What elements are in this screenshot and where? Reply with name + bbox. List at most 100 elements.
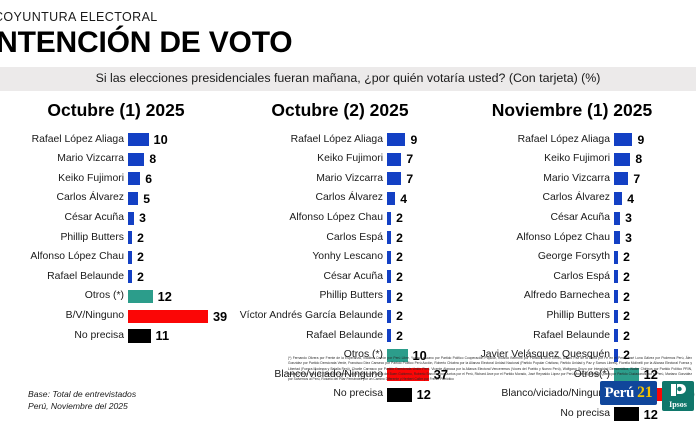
bar-candidate — [387, 192, 396, 206]
bar-value: 10 — [412, 347, 427, 363]
ipsos-wordmark: Ipsos — [669, 400, 687, 409]
bar-label: Phillip Butters — [546, 309, 610, 321]
bar-label: Otros (*) — [343, 349, 383, 361]
bar-row: Rafael Belaunde 2 — [232, 326, 448, 346]
bar-row: Alfonso López Chau 2 — [0, 248, 232, 268]
bar-value: 2 — [623, 348, 630, 363]
bar-label: Carlos Álvarez — [315, 192, 383, 204]
bar-otros — [128, 290, 153, 304]
bar-candidate — [128, 231, 133, 245]
bar-candidate — [387, 133, 406, 147]
bar-value: 9 — [410, 132, 418, 147]
bar-candidate — [128, 172, 141, 186]
bar-row: Mario Vizcarra 7 — [232, 169, 448, 189]
bar-label: Blanco/viciado/Ninguno — [501, 388, 610, 400]
bar-value: 7 — [406, 152, 414, 167]
bar-value: 6 — [145, 171, 153, 186]
bar-label: Rafael López Aliaga — [31, 133, 124, 145]
bar-value: 2 — [137, 230, 144, 245]
bar-candidate — [387, 250, 392, 264]
bar-value: 2 — [137, 269, 144, 284]
bar-candidate — [387, 270, 392, 284]
kicker-label: COYUNTURA ELECTORAL — [0, 10, 158, 24]
bar-value: 10 — [153, 132, 168, 148]
bar-row: Carlos Álvarez 4 — [448, 189, 696, 209]
bar-row: Mario Vizcarra 7 — [448, 169, 696, 189]
bar-candidate — [614, 250, 619, 264]
bar-row: Rafael López Aliaga 10 — [0, 130, 232, 150]
bar-value: 37 — [433, 367, 448, 383]
question-band — [0, 67, 696, 91]
bar-candidate — [387, 309, 392, 323]
bar-track: 2 — [614, 309, 696, 323]
bar-value: 39 — [212, 308, 228, 324]
bar-track: 2 — [387, 309, 448, 323]
bar-label: Rafael López Aliaga — [517, 133, 610, 145]
bar-candidate — [614, 231, 621, 245]
bar-label: Phillip Butters — [60, 231, 124, 243]
bar-track: 11 — [128, 328, 232, 343]
bar-track: 10 — [387, 348, 448, 363]
bar-candidate — [387, 231, 392, 245]
bar-label: George Forsyth — [537, 251, 610, 263]
bar-candidate — [614, 211, 621, 225]
bar-label: Mario Vizcarra — [543, 172, 610, 184]
panel-title: Octubre (2) 2025 — [271, 100, 409, 120]
bar-row: Keiko Fujimori 6 — [0, 169, 232, 189]
bar-row: César Acuña 2 — [232, 267, 448, 287]
bar-track: 2 — [387, 329, 448, 343]
bar-label: Keiko Fujimori — [317, 153, 383, 165]
ipsos-logo: Ipsos — [662, 381, 694, 411]
bar-label: Keiko Fujimori — [58, 172, 124, 184]
panel-title: Octubre (1) 2025 — [47, 100, 185, 120]
bar-value: 11 — [155, 328, 170, 344]
bar-track: 9 — [387, 133, 448, 147]
bar-track: 5 — [128, 192, 232, 206]
bar-otros — [614, 368, 639, 382]
bar-row: Otros (*) 10 — [232, 346, 448, 366]
bar-value: 2 — [396, 250, 403, 265]
bar-label: Javier Velásquez Quesquén — [480, 349, 610, 361]
bar-track: 2 — [614, 290, 696, 304]
bar-track: 8 — [614, 152, 696, 166]
bar-track: 7 — [387, 172, 448, 186]
bar-label: Carlos Espá — [553, 270, 610, 282]
bar-track: 9 — [614, 133, 696, 147]
bar-track: 2 — [128, 231, 232, 245]
bar-track: 4 — [387, 192, 448, 206]
bar-track: 2 — [387, 231, 448, 245]
bar-label: Alfonso López Chau — [289, 211, 383, 223]
bar-track: 2 — [387, 270, 448, 284]
bar-candidate — [614, 309, 619, 323]
bar-track: 8 — [128, 152, 232, 166]
bar-row: Rafael Belaunde 2 — [0, 267, 232, 287]
bar-track: 2 — [387, 211, 448, 225]
bar-row: Víctor Andrés García Belaunde 2 — [232, 306, 448, 326]
bar-track: 2 — [614, 329, 696, 343]
bar-label: Mario Vizcarra — [316, 172, 383, 184]
question-text: Si las elecciones presidenciales fueran … — [95, 71, 601, 85]
panel-octubre-1: Octubre (1) 2025 Rafael López Aliaga 10 Ma… — [0, 100, 232, 346]
base-note-line-2: Perú, Noviembre del 2025 — [28, 401, 128, 412]
bar-row: César Acuña 3 — [448, 208, 696, 228]
bar-candidate — [128, 250, 133, 264]
bar-row: George Forsyth 2 — [448, 248, 696, 268]
bar-blanco — [128, 309, 208, 323]
bar-label: Rafael López Aliaga — [290, 133, 383, 145]
bar-track: 7 — [614, 172, 696, 186]
bar-value: 2 — [396, 211, 403, 226]
bar-noprecisa — [387, 387, 412, 402]
bar-row: Phillip Butters 2 — [0, 228, 232, 248]
bar-candidate — [387, 329, 392, 343]
bar-label: No precisa — [333, 388, 383, 400]
bar-row: Blanco/viciado/Ninguno 37 — [232, 365, 448, 385]
bar-noprecisa — [128, 328, 151, 343]
bar-track: 12 — [614, 367, 696, 382]
bar-label: Rafael Belaunde — [306, 329, 383, 341]
bar-row: Alfonso López Chau 2 — [232, 208, 448, 228]
bar-label: César Acuña — [323, 270, 384, 282]
bar-row: B/V/Ninguno 39 — [0, 306, 232, 326]
bar-blanco — [387, 368, 429, 382]
logo-group: Perú 21 Ipsos — [600, 381, 694, 411]
bar-row: Alfonso López Chau 3 — [448, 228, 696, 248]
